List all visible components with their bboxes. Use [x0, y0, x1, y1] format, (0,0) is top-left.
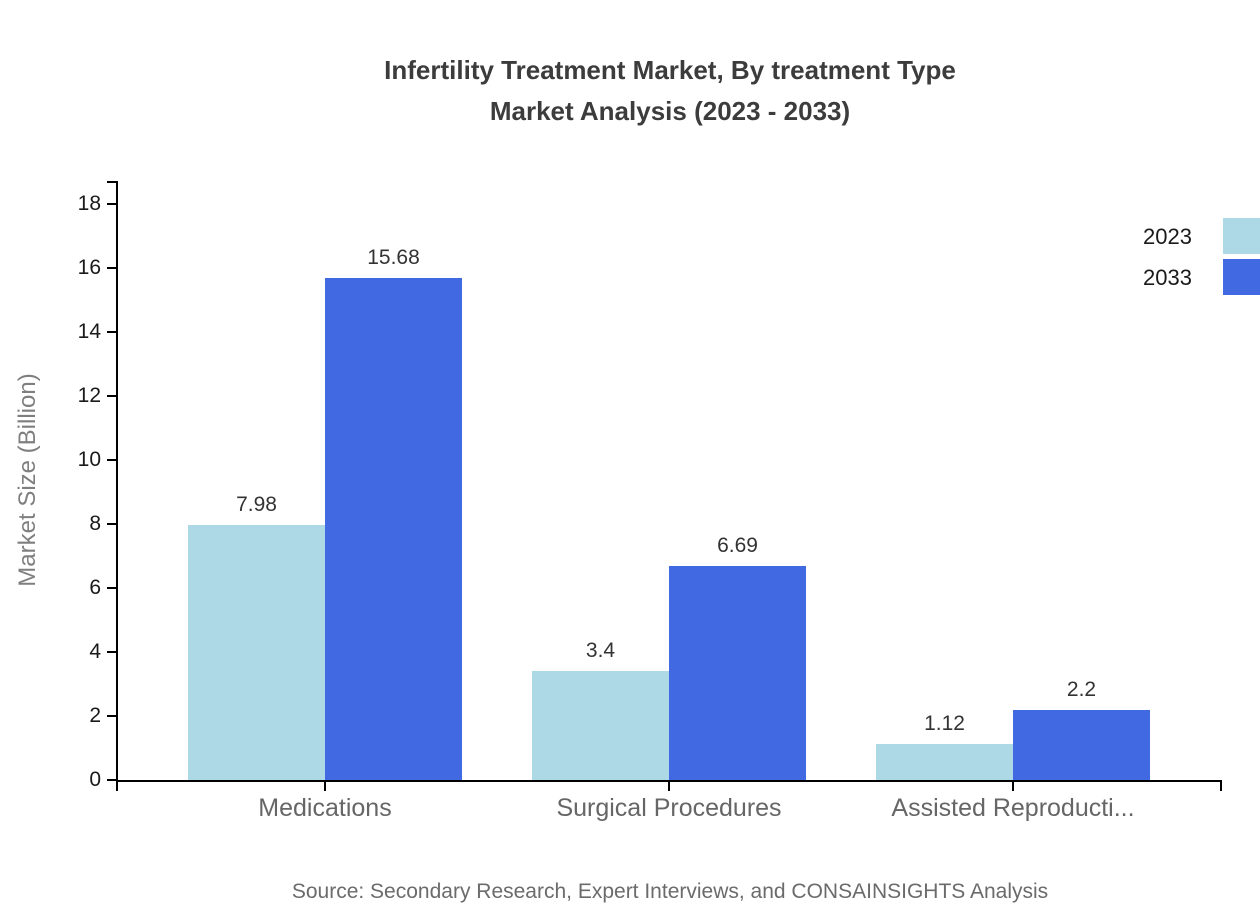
bar-2023 [876, 744, 1013, 780]
bar-2023 [188, 524, 325, 780]
x-tick-mark [1012, 782, 1014, 791]
y-tick-mark [107, 203, 116, 206]
y-tick-mark [107, 523, 116, 526]
bar-2023 [532, 671, 669, 780]
legend-swatch-2023 [1223, 218, 1260, 254]
bar-value-label: 7.98 [236, 492, 277, 516]
y-tick-label: 0 [89, 768, 101, 791]
bar-value-label: 3.4 [585, 639, 616, 663]
y-tick-label: 16 [77, 256, 101, 280]
bar-value-label: 2.2 [1066, 677, 1097, 701]
source-note: Source: Secondary Research, Expert Inter… [291, 880, 1049, 903]
x-category-label: Surgical Procedures [556, 794, 782, 822]
x-axis-end-tick [1220, 782, 1222, 791]
x-tick-mark [668, 782, 670, 791]
x-tick-mark [324, 782, 326, 791]
bar-value-label: 6.69 [717, 533, 758, 557]
y-tick-mark [107, 331, 116, 334]
y-tick-mark [107, 267, 116, 270]
y-axis-title-text: Market Size (Billion) [14, 373, 41, 587]
y-tick-label: 14 [77, 320, 101, 344]
bar-value-label: 15.68 [367, 246, 420, 270]
y-tick-mark [107, 651, 116, 653]
y-tick-mark [107, 459, 116, 462]
x-axis-line [116, 780, 1222, 782]
y-tick-label: 4 [89, 640, 101, 663]
bar-2033 [669, 565, 806, 780]
chart-title-line-1: Infertility Treatment Market, By treatme… [384, 55, 956, 85]
x-category-label: Medications [258, 794, 392, 822]
chart-title: Infertility Treatment Market, By treatme… [118, 50, 1222, 132]
y-axis-line [116, 181, 118, 791]
x-category-label: Assisted Reproducti... [891, 794, 1135, 822]
y-tick-label: 10 [77, 448, 101, 472]
bar-2033 [1013, 709, 1150, 780]
y-tick-mark [107, 715, 116, 717]
y-tick-label: 18 [77, 192, 101, 216]
legend-label-2033: 2033 [1143, 265, 1192, 290]
y-tick-label: 8 [89, 512, 101, 536]
legend-label-2023: 2023 [1143, 224, 1192, 249]
bar-value-label: 1.12 [924, 712, 965, 736]
y-tick-label: 12 [77, 384, 101, 408]
y-tick-mark [107, 779, 116, 781]
y-tick-mark [107, 587, 116, 589]
y-tick-label: 2 [89, 704, 101, 727]
legend-swatch-2033 [1223, 259, 1260, 295]
bar-2033 [325, 278, 462, 780]
y-tick-label: 6 [89, 576, 101, 599]
y-axis-end-tick [107, 181, 116, 183]
y-tick-mark [107, 395, 116, 398]
chart-title-line-2: Market Analysis (2023 - 2033) [489, 96, 851, 126]
